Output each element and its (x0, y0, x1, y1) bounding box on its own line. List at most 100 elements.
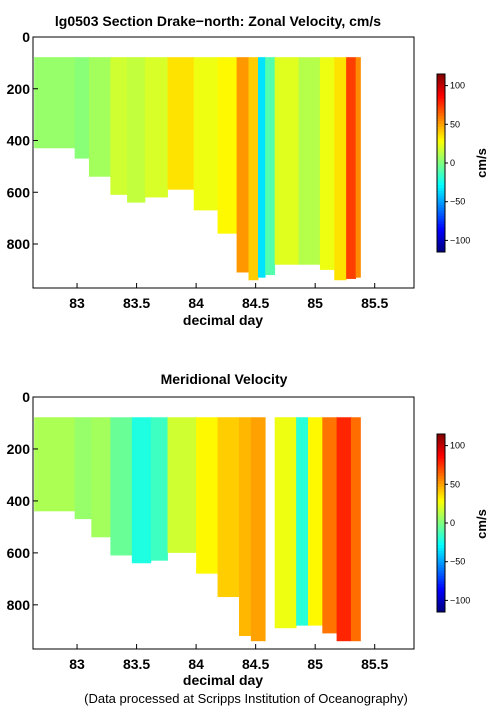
colorbar-swatch (437, 589, 445, 593)
colorbar-swatch (437, 196, 445, 200)
colorbar-tick-label: −50 (450, 197, 465, 207)
colorbar-swatch (437, 489, 445, 493)
colorbar-swatch (437, 104, 445, 108)
colorbar-swatch (437, 218, 445, 222)
colorbar-swatch (437, 224, 445, 228)
velocity-column (91, 417, 111, 538)
colorbar-tick-label: −100 (450, 235, 470, 245)
colorbar-swatch (437, 238, 445, 242)
x-tick-label: 83.5 (123, 295, 150, 311)
x-tick-label: 85.5 (361, 295, 388, 311)
x-tick-label: 85 (307, 656, 323, 672)
colorbar-tick-label: −100 (450, 595, 470, 605)
velocity-column (196, 417, 218, 574)
x-tick-label: 83 (69, 295, 85, 311)
velocity-column (167, 417, 197, 553)
colorbar-swatch (437, 439, 445, 443)
velocity-column (88, 57, 111, 177)
colorbar-swatch (437, 445, 445, 449)
colorbar-swatch (437, 592, 445, 596)
colorbar-swatch (437, 199, 445, 203)
colorbar-swatch (437, 567, 445, 571)
heatmap-cells (34, 417, 361, 642)
colorbar-swatch (437, 146, 445, 150)
colorbar-swatch (437, 210, 445, 214)
velocity-column (144, 57, 168, 198)
velocity-column (350, 417, 361, 642)
colorbar-swatch (437, 154, 445, 158)
colorbar-swatch (437, 492, 445, 496)
colorbar-swatch (437, 87, 445, 92)
velocity-column (217, 57, 237, 234)
colorbar-label: cm/s (474, 509, 489, 539)
colorbar-swatch (437, 118, 445, 122)
colorbar-swatch (437, 99, 445, 103)
colorbar-label: cm/s (474, 148, 489, 178)
colorbar-swatch (437, 249, 445, 253)
velocity-column (322, 417, 338, 634)
x-tick-label: 84 (188, 656, 204, 672)
colorbar-swatch (437, 174, 445, 178)
y-tick-label: 600 (7, 184, 31, 200)
colorbar-swatch (437, 561, 445, 566)
panel-title: Meridional Velocity (161, 371, 288, 387)
velocity-column (110, 417, 133, 556)
colorbar-swatch (437, 506, 445, 510)
colorbar-swatch (437, 470, 445, 474)
velocity-column (265, 57, 276, 276)
colorbar-swatch (437, 434, 445, 438)
colorbar-swatch (437, 436, 445, 440)
velocity-column (34, 417, 76, 512)
y-tick-label: 400 (7, 493, 31, 509)
colorbar-swatch (437, 539, 445, 543)
x-tick-label: 84.5 (242, 656, 269, 672)
colorbar-swatch (437, 570, 445, 574)
colorbar-swatch (437, 595, 445, 599)
colorbar-swatch (437, 193, 445, 197)
colorbar-swatch (437, 129, 445, 133)
y-tick-label: 600 (7, 545, 31, 561)
colorbar-swatch (437, 447, 445, 452)
velocity-column (274, 417, 297, 629)
colorbar-swatch (437, 545, 445, 549)
velocity-column (110, 57, 128, 195)
velocity-column (334, 57, 347, 281)
colorbar-swatch (437, 140, 445, 144)
velocity-column (258, 57, 266, 278)
y-tick-label: 200 (7, 81, 31, 97)
colorbar-swatch (437, 475, 445, 479)
colorbar-swatch (437, 478, 445, 482)
heatmap-cells (34, 57, 361, 281)
colorbar-swatch (437, 226, 445, 231)
colorbar-tick-label: 100 (450, 81, 465, 91)
axes-frame (32, 36, 415, 289)
colorbar-swatch (437, 82, 445, 86)
x-axis-label: decimal day (183, 672, 263, 688)
colorbar-swatch (437, 132, 445, 136)
colorbar-swatch (437, 165, 445, 169)
x-tick-label: 85 (307, 295, 323, 311)
colorbar-swatch (437, 160, 445, 164)
velocity-column (319, 57, 335, 270)
velocity-column (150, 417, 168, 561)
colorbar-swatch (437, 182, 445, 186)
colorbar-tick-label: −50 (450, 557, 465, 567)
footer-credit: (Data processed at Scripps Institution o… (84, 691, 408, 706)
colorbar-swatch (437, 246, 445, 250)
velocity-column (193, 57, 218, 211)
colorbar-swatch (437, 112, 445, 117)
colorbar-swatch (437, 559, 445, 563)
zonal-velocity-panel: lg0503 Section Drake−north: Zonal Veloci… (7, 13, 489, 328)
colorbar-swatch (437, 548, 445, 552)
colorbar-swatch (437, 464, 445, 468)
colorbar-swatch (437, 556, 445, 560)
colorbar-swatch (437, 190, 445, 194)
colorbar-swatch (437, 107, 445, 111)
velocity-column (296, 417, 309, 626)
colorbar-swatch (437, 606, 445, 610)
colorbar-swatch (437, 207, 445, 211)
velocity-column (34, 57, 76, 149)
colorbar-swatch (437, 204, 445, 208)
colorbar-swatch (437, 461, 445, 465)
